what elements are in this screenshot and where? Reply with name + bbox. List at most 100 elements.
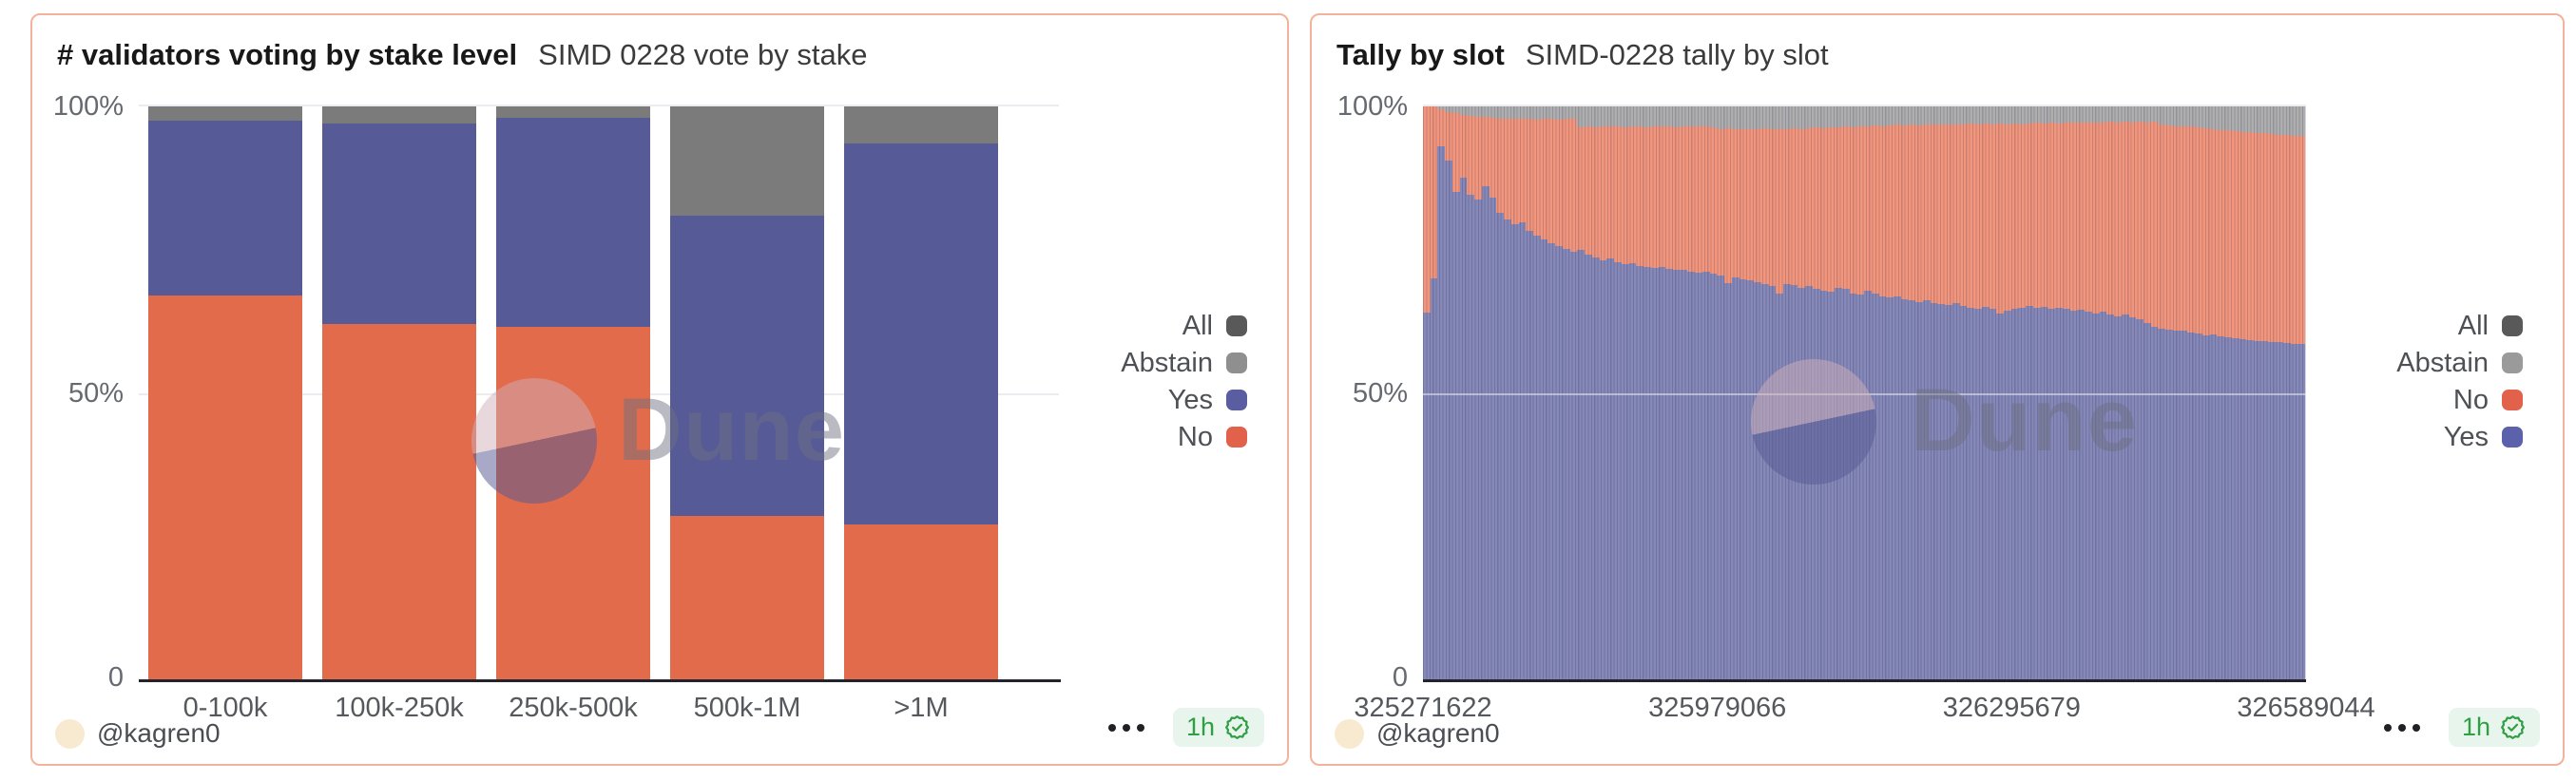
- area-segment-yes: [1790, 285, 1798, 679]
- area-segment-no: [1724, 127, 1732, 283]
- slot-column: [1922, 106, 1931, 679]
- area-segment-abstain: [1658, 106, 1666, 126]
- area-segment-abstain: [2165, 106, 2173, 125]
- area-segment-yes: [2209, 333, 2218, 679]
- area-segment-yes: [2099, 312, 2107, 679]
- area-segment-abstain: [1981, 106, 1990, 124]
- area-segment-abstain: [1569, 106, 1578, 120]
- area-segment-yes: [2282, 343, 2291, 679]
- area-segment-no: [1835, 126, 1842, 288]
- legend-item-all[interactable]: All: [2396, 311, 2523, 341]
- area-segment-abstain: [1967, 106, 1975, 124]
- area-segment-abstain: [2217, 106, 2225, 130]
- area-segment-no: [2128, 122, 2137, 317]
- bar-segment-no: [496, 327, 650, 679]
- area-segment-abstain: [1841, 106, 1850, 127]
- area-segment-yes: [2128, 316, 2137, 679]
- slot-column: [1937, 106, 1946, 679]
- gridline-100: [1423, 105, 2306, 106]
- area-segment-no: [2114, 122, 2122, 316]
- more-menu-button[interactable]: [2382, 718, 2422, 737]
- slot-column: [2158, 106, 2166, 679]
- slot-column: [1650, 106, 1659, 679]
- area-segment-abstain: [1835, 106, 1842, 127]
- legend-item-abstain[interactable]: Abstain: [1121, 348, 1247, 378]
- area-segment-no: [2282, 135, 2291, 344]
- area-segment-no: [1680, 126, 1688, 270]
- slot-column: [1636, 106, 1644, 679]
- area-segment-no: [1504, 119, 1511, 220]
- area-segment-abstain: [1974, 106, 1982, 124]
- slot-column: [1776, 106, 1783, 679]
- dot-icon: [1136, 723, 1144, 732]
- area-segment-abstain: [1636, 106, 1644, 127]
- legend-item-abstain[interactable]: Abstain: [2396, 348, 2523, 378]
- area-segment-yes: [1782, 283, 1791, 679]
- area-segment-yes: [2165, 330, 2173, 679]
- more-menu-button[interactable]: [1106, 718, 1146, 737]
- card-header: Tally by slot SIMD-0228 tally by slot: [1336, 38, 1829, 72]
- area-segment-yes: [2026, 306, 2033, 679]
- bar-segment-yes: [670, 215, 824, 517]
- area-segment-yes: [1474, 199, 1482, 679]
- area-segment-no: [1900, 124, 1909, 299]
- freshness-badge[interactable]: 1h: [1172, 708, 1264, 747]
- area-segment-yes: [2239, 338, 2247, 679]
- area-segment-abstain: [1665, 106, 1673, 127]
- area-segment-yes: [1650, 268, 1659, 679]
- area-segment-abstain: [1680, 106, 1688, 127]
- slot-column: [1782, 106, 1791, 679]
- area-segment-yes: [1614, 262, 1622, 679]
- chart-title: # validators voting by stake level: [57, 38, 518, 71]
- area-segment-yes: [2106, 314, 2115, 679]
- slot-column: [1894, 106, 1901, 679]
- area-segment-yes: [1621, 264, 1629, 679]
- area-segment-yes: [2091, 313, 2100, 679]
- x-axis-line: [139, 679, 1061, 682]
- author-avatar[interactable]: [1335, 718, 1364, 749]
- freshness-badge[interactable]: 1h: [2448, 708, 2540, 747]
- slot-column: [1577, 106, 1586, 679]
- legend-item-all[interactable]: All: [1121, 311, 1247, 341]
- legend-item-no[interactable]: No: [1121, 421, 1247, 452]
- area-segment-yes: [1701, 271, 1710, 679]
- area-segment-no: [1548, 119, 1556, 243]
- area-segment-abstain: [1739, 106, 1747, 129]
- author-handle[interactable]: @kagren0: [97, 718, 221, 748]
- bar-segment-abstain: [670, 106, 824, 216]
- area-segment-abstain: [1996, 106, 2005, 124]
- author-link[interactable]: @kagren0: [1335, 718, 1500, 749]
- area-segment-yes: [1672, 270, 1681, 679]
- area-segment-abstain: [2018, 106, 2027, 124]
- stacked-bar-250k-500k: [496, 106, 650, 679]
- slot-column: [1540, 106, 1548, 679]
- area-segment-yes: [1894, 295, 1901, 679]
- area-segment-abstain: [1797, 106, 1806, 129]
- area-segment-no: [1768, 128, 1777, 287]
- stacked-bar-0-100k: [148, 106, 302, 679]
- stacked-bar-100k-250k: [322, 106, 476, 679]
- legend-item-no[interactable]: No: [2396, 385, 2523, 415]
- area-segment-yes: [1900, 298, 1909, 679]
- slot-column: [1746, 106, 1755, 679]
- slot-column: [1658, 106, 1666, 679]
- slot-column: [2260, 106, 2269, 679]
- slot-column: [2231, 106, 2240, 679]
- y-tick-50: 50%: [1352, 377, 1408, 409]
- area-segment-no: [2201, 127, 2210, 335]
- area-segment-no: [1937, 124, 1946, 305]
- verified-check-icon: [2501, 715, 2525, 739]
- area-segment-abstain: [2026, 106, 2033, 124]
- slot-column: [1974, 106, 1982, 679]
- legend-label: No: [1177, 421, 1213, 452]
- legend-item-yes[interactable]: Yes: [1121, 385, 1247, 415]
- legend-item-yes[interactable]: Yes: [2396, 422, 2523, 452]
- area-segment-no: [2004, 124, 2011, 311]
- area-segment-abstain: [2069, 106, 2078, 123]
- author-avatar[interactable]: [55, 718, 85, 749]
- author-link[interactable]: @kagren0: [55, 718, 221, 749]
- area-segment-no: [1731, 129, 1740, 277]
- author-handle[interactable]: @kagren0: [1376, 718, 1500, 748]
- x-tick-label: 326589044: [2237, 693, 2375, 723]
- slot-column: [1445, 106, 1452, 679]
